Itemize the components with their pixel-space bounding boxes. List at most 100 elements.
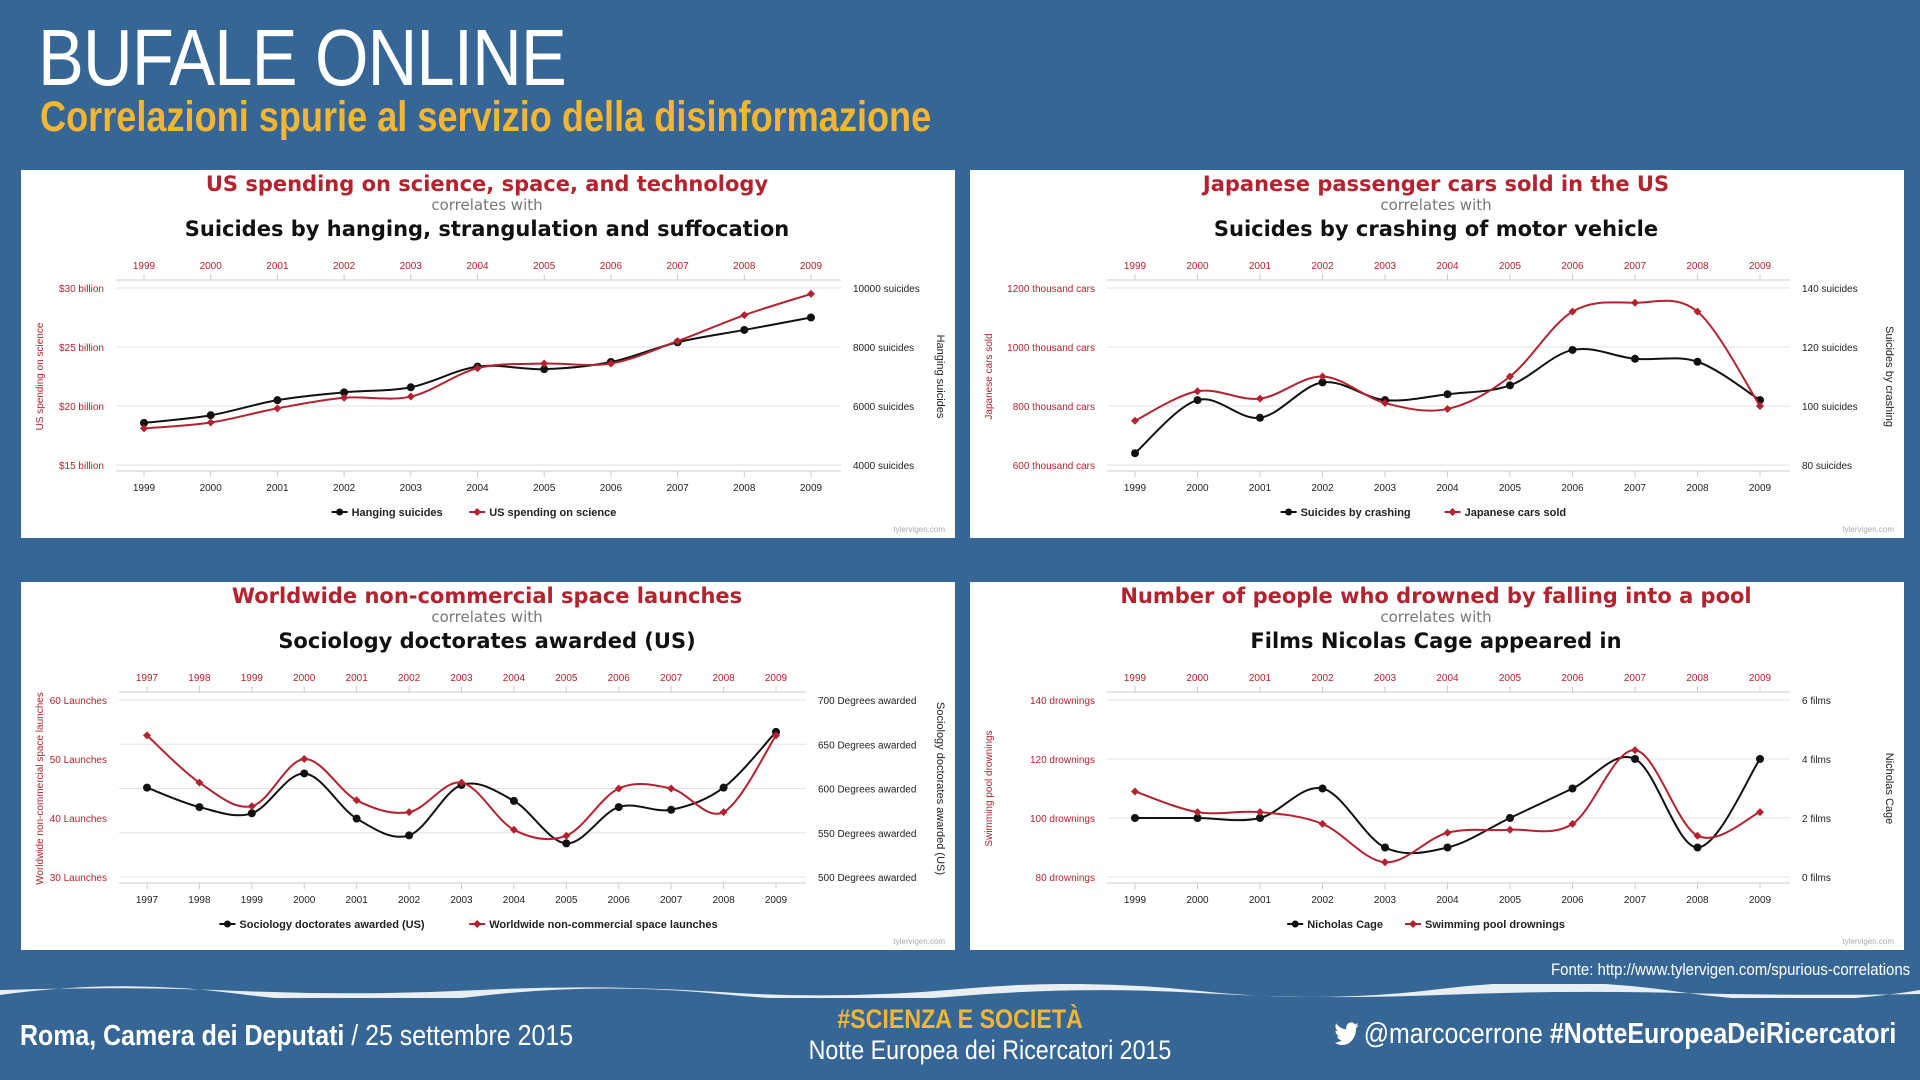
- chart-2-bottom-x-label: 1999: [1124, 483, 1147, 494]
- chart-2-series-point: [1568, 307, 1577, 316]
- chart-1-legend-marker: [336, 508, 344, 516]
- chart-1-series-point: [740, 311, 749, 320]
- chart-4-legend-marker: [1409, 920, 1417, 928]
- chart-3-series-point: [143, 731, 151, 740]
- chart-4-series-point: [1256, 814, 1264, 822]
- chart-4-series-point: [1381, 858, 1389, 867]
- chart-2-left-tick-label: 1200 thousand cars: [1007, 284, 1095, 295]
- chart-3-series-point: [405, 831, 414, 840]
- footer-event: #SCIENZA E SOCIETÀ Notte Europea dei Ric…: [784, 1004, 1172, 1066]
- chart-2-series-point: [1443, 390, 1452, 399]
- chart-4-ylabel-left: Swimming pool drownings: [984, 730, 995, 846]
- chart-4-right-tick-label: 6 films: [1802, 696, 1831, 707]
- chart-2-svg: Japanese passenger cars sold in the USco…: [984, 172, 1895, 534]
- chart-4-top-x-label: 2001: [1249, 673, 1272, 684]
- chart-3-series-point: [614, 784, 623, 793]
- chart-4-top-x-label: 2007: [1624, 673, 1647, 684]
- chart-1-series-point: [807, 289, 815, 298]
- chart-4-series-point: [1631, 755, 1639, 763]
- chart-3-top-x-label: 2006: [608, 673, 631, 684]
- chart-2-top-x-label: 2004: [1436, 261, 1459, 272]
- chart-2-correlates-label: correlates with: [1380, 196, 1491, 214]
- chart-1-top-x-label: 2009: [800, 261, 823, 272]
- chart-1-right-tick-label: 4000 suicides: [853, 461, 914, 472]
- chart-3-left-tick-label: 50 Launches: [50, 755, 107, 766]
- chart-2-bottom-x-label: 2006: [1561, 483, 1584, 494]
- chart-1-legend-label: Hanging suicides: [352, 507, 443, 519]
- chart-3-bottom-x-label: 2006: [608, 895, 631, 906]
- chart-1-bottom-x-label: 2000: [200, 483, 223, 494]
- chart-1-top-x-label: 1999: [133, 261, 156, 272]
- chart-4-title2: Films Nicolas Cage appeared in: [1250, 629, 1621, 653]
- chart-4-left-tick-label: 140 drownings: [1030, 696, 1095, 707]
- chart-2-left-tick-label: 800 thousand cars: [1013, 402, 1095, 413]
- chart-4-series-point: [1756, 755, 1764, 763]
- chart-3-ylabel-right: Sociology doctorates awarded (US): [934, 702, 946, 875]
- chart-2-series-point: [1631, 298, 1639, 307]
- source-text: Fonte: http://www.tylervigen.com/spuriou…: [1550, 960, 1910, 979]
- chart-4-top-x-label: 2005: [1499, 673, 1522, 684]
- chart-3-bottom-x-label: 2008: [712, 895, 735, 906]
- chart-1-series-point: [807, 313, 815, 322]
- chart-3-bottom-x-label: 1998: [188, 895, 211, 906]
- chart-3-legend-marker: [473, 920, 482, 928]
- chart-1-top-x-label: 2002: [333, 261, 356, 272]
- chart-2-right-tick-label: 120 suicides: [1802, 343, 1858, 354]
- chart-4-right-tick-label: 0 films: [1802, 873, 1831, 884]
- chart-3-bottom-x-label: 1997: [136, 895, 159, 906]
- chart-3-top-x-label: 2007: [660, 673, 683, 684]
- chart-3-title2: Sociology doctorates awarded (US): [278, 629, 695, 653]
- chart-3-bottom-x-label: 2007: [660, 895, 683, 906]
- chart-3-series-point: [300, 755, 309, 763]
- chart-2-title2: Suicides by crashing of motor vehicle: [1214, 217, 1658, 241]
- chart-3-series-point: [667, 784, 676, 793]
- chart-1-left-tick-label: $30 billion: [59, 284, 104, 295]
- chart-1-top-x-label: 2008: [733, 261, 756, 272]
- chart-3-series-point: [247, 802, 256, 811]
- chart-4-series-point: [1506, 825, 1514, 834]
- chart-4-series-point: [1193, 808, 1202, 817]
- chart-panel-4: Number of people who drowned by falling …: [970, 582, 1904, 950]
- chart-3-top-x-label: 2001: [346, 673, 369, 684]
- chart-4-top-x-label: 2009: [1749, 673, 1772, 684]
- chart-4-legend-label: Swimming pool drownings: [1425, 919, 1565, 931]
- chart-2-series-point: [1131, 449, 1139, 458]
- chart-1-top-x-label: 2001: [266, 261, 289, 272]
- chart-3-top-x-label: 2009: [765, 673, 788, 684]
- chart-2-watermark: tylervigen.com: [1842, 525, 1894, 534]
- chart-4-bottom-x-label: 2007: [1624, 895, 1647, 906]
- chart-3-series-point: [509, 796, 518, 805]
- chart-3-bottom-x-label: 1999: [241, 895, 264, 906]
- chart-1-ylabel-right: Hanging suicides: [934, 335, 946, 419]
- chart-4-right-tick-label: 2 films: [1802, 814, 1831, 825]
- chart-2-top-x-label: 2008: [1686, 261, 1709, 272]
- chart-2-top-x-label: 2006: [1561, 261, 1584, 272]
- chart-3-bottom-x-label: 2000: [293, 895, 316, 906]
- chart-4-series-point: [1443, 843, 1452, 852]
- chart-4-left-tick-label: 120 drownings: [1030, 755, 1095, 766]
- chart-4-watermark: tylervigen.com: [1842, 937, 1894, 946]
- chart-3-bottom-x-label: 2003: [450, 895, 473, 906]
- chart-2-series-point: [1568, 345, 1577, 354]
- chart-4-legend-label: Nicholas Cage: [1307, 919, 1383, 931]
- chart-2-series-point: [1631, 354, 1639, 363]
- chart-4-top-x-label: 2003: [1374, 673, 1397, 684]
- chart-3-top-x-label: 2005: [555, 673, 578, 684]
- footer-divider: [0, 984, 1920, 998]
- chart-2-series-point: [1756, 402, 1764, 410]
- chart-3-series-point: [719, 783, 728, 792]
- chart-3-series-point: [562, 831, 571, 840]
- chart-4-series-point: [1318, 784, 1327, 793]
- chart-2-series-point: [1506, 372, 1514, 381]
- chart-2-series-point: [1318, 378, 1327, 387]
- chart-1-top-x-label: 2007: [666, 261, 689, 272]
- chart-1-left-tick-label: $15 billion: [59, 461, 104, 472]
- footer-handle: @marcocerrone: [1363, 1018, 1543, 1050]
- chart-2-series-point: [1318, 372, 1327, 381]
- chart-3-right-tick-label: 700 Degrees awarded: [818, 696, 916, 707]
- chart-1-series-point: [540, 365, 549, 374]
- footer-date: / 25 settembre 2015: [344, 1020, 574, 1052]
- chart-3-left-tick-label: 60 Launches: [50, 696, 107, 707]
- chart-1-right-tick-label: 8000 suicides: [853, 343, 914, 354]
- chart-1-series-point: [740, 325, 749, 334]
